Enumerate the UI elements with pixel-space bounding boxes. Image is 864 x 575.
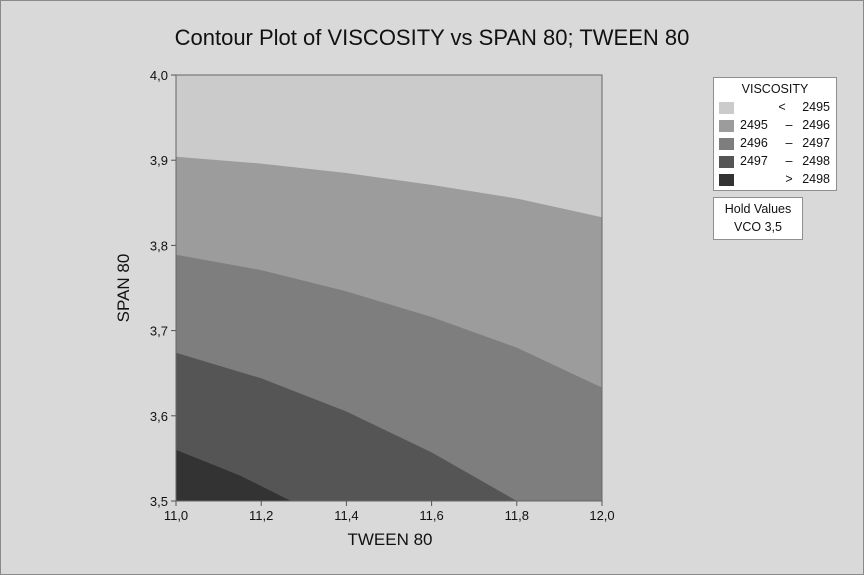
legend-high: 2495 — [802, 100, 830, 114]
y-tick-label: 3,8 — [150, 238, 168, 253]
x-tick-label: 12,0 — [589, 508, 614, 523]
hold-values-value: VCO 3,5 — [734, 220, 782, 234]
legend-low: 2495 — [740, 118, 768, 132]
legend-high: 2498 — [802, 172, 830, 186]
legend-high: 2496 — [802, 118, 830, 132]
legend-item: < 2495 — [718, 100, 834, 116]
legend-low: 2497 — [740, 154, 768, 168]
hold-values-box: Hold Values VCO 3,5 — [713, 197, 803, 240]
legend: VISCOSITY < 2495 2495 – 2496 2496 – 2497… — [713, 77, 837, 191]
y-tick-label: 3,5 — [150, 494, 168, 509]
y-tick-label: 3,7 — [150, 324, 168, 339]
hold-values-title: Hold Values — [724, 202, 792, 216]
legend-swatch — [719, 120, 734, 132]
legend-item: 2495 – 2496 — [718, 118, 834, 134]
legend-operator: – — [785, 136, 793, 150]
legend-title: VISCOSITY — [741, 82, 809, 96]
x-tick-label: 11,6 — [419, 508, 443, 523]
x-axis-label: TWEEN 80 — [347, 530, 433, 549]
y-axis-label: SPAN 80 — [114, 253, 133, 323]
y-tick-label: 3,6 — [150, 409, 168, 424]
legend-high: 2497 — [802, 136, 830, 150]
legend-swatch — [719, 138, 734, 150]
y-tick-label: 3,9 — [150, 153, 168, 168]
x-tick-label: 11,2 — [249, 508, 273, 523]
contour-region-3 — [176, 352, 517, 501]
legend-low: 2496 — [740, 136, 768, 150]
legend-item: 2497 – 2498 — [718, 154, 834, 170]
legend-swatch — [719, 156, 734, 168]
legend-item: > 2498 — [718, 172, 834, 188]
legend-operator: < — [778, 100, 786, 114]
legend-operator: – — [785, 154, 793, 168]
x-tick-label: 11,8 — [505, 508, 529, 523]
x-tick-label: 11,4 — [334, 508, 358, 523]
y-tick-label: 4,0 — [150, 68, 168, 83]
legend-swatch — [719, 174, 734, 186]
contour-region-4 — [176, 449, 292, 501]
legend-swatch — [719, 102, 734, 114]
legend-operator: > — [785, 172, 793, 186]
legend-high: 2498 — [802, 154, 830, 168]
legend-operator: – — [785, 118, 793, 132]
x-tick-label: 11,0 — [164, 508, 188, 523]
legend-item: 2496 – 2497 — [718, 136, 834, 152]
plot-area-border — [175, 74, 603, 502]
chart-title: Contour Plot of VISCOSITY vs SPAN 80; TW… — [174, 25, 690, 50]
